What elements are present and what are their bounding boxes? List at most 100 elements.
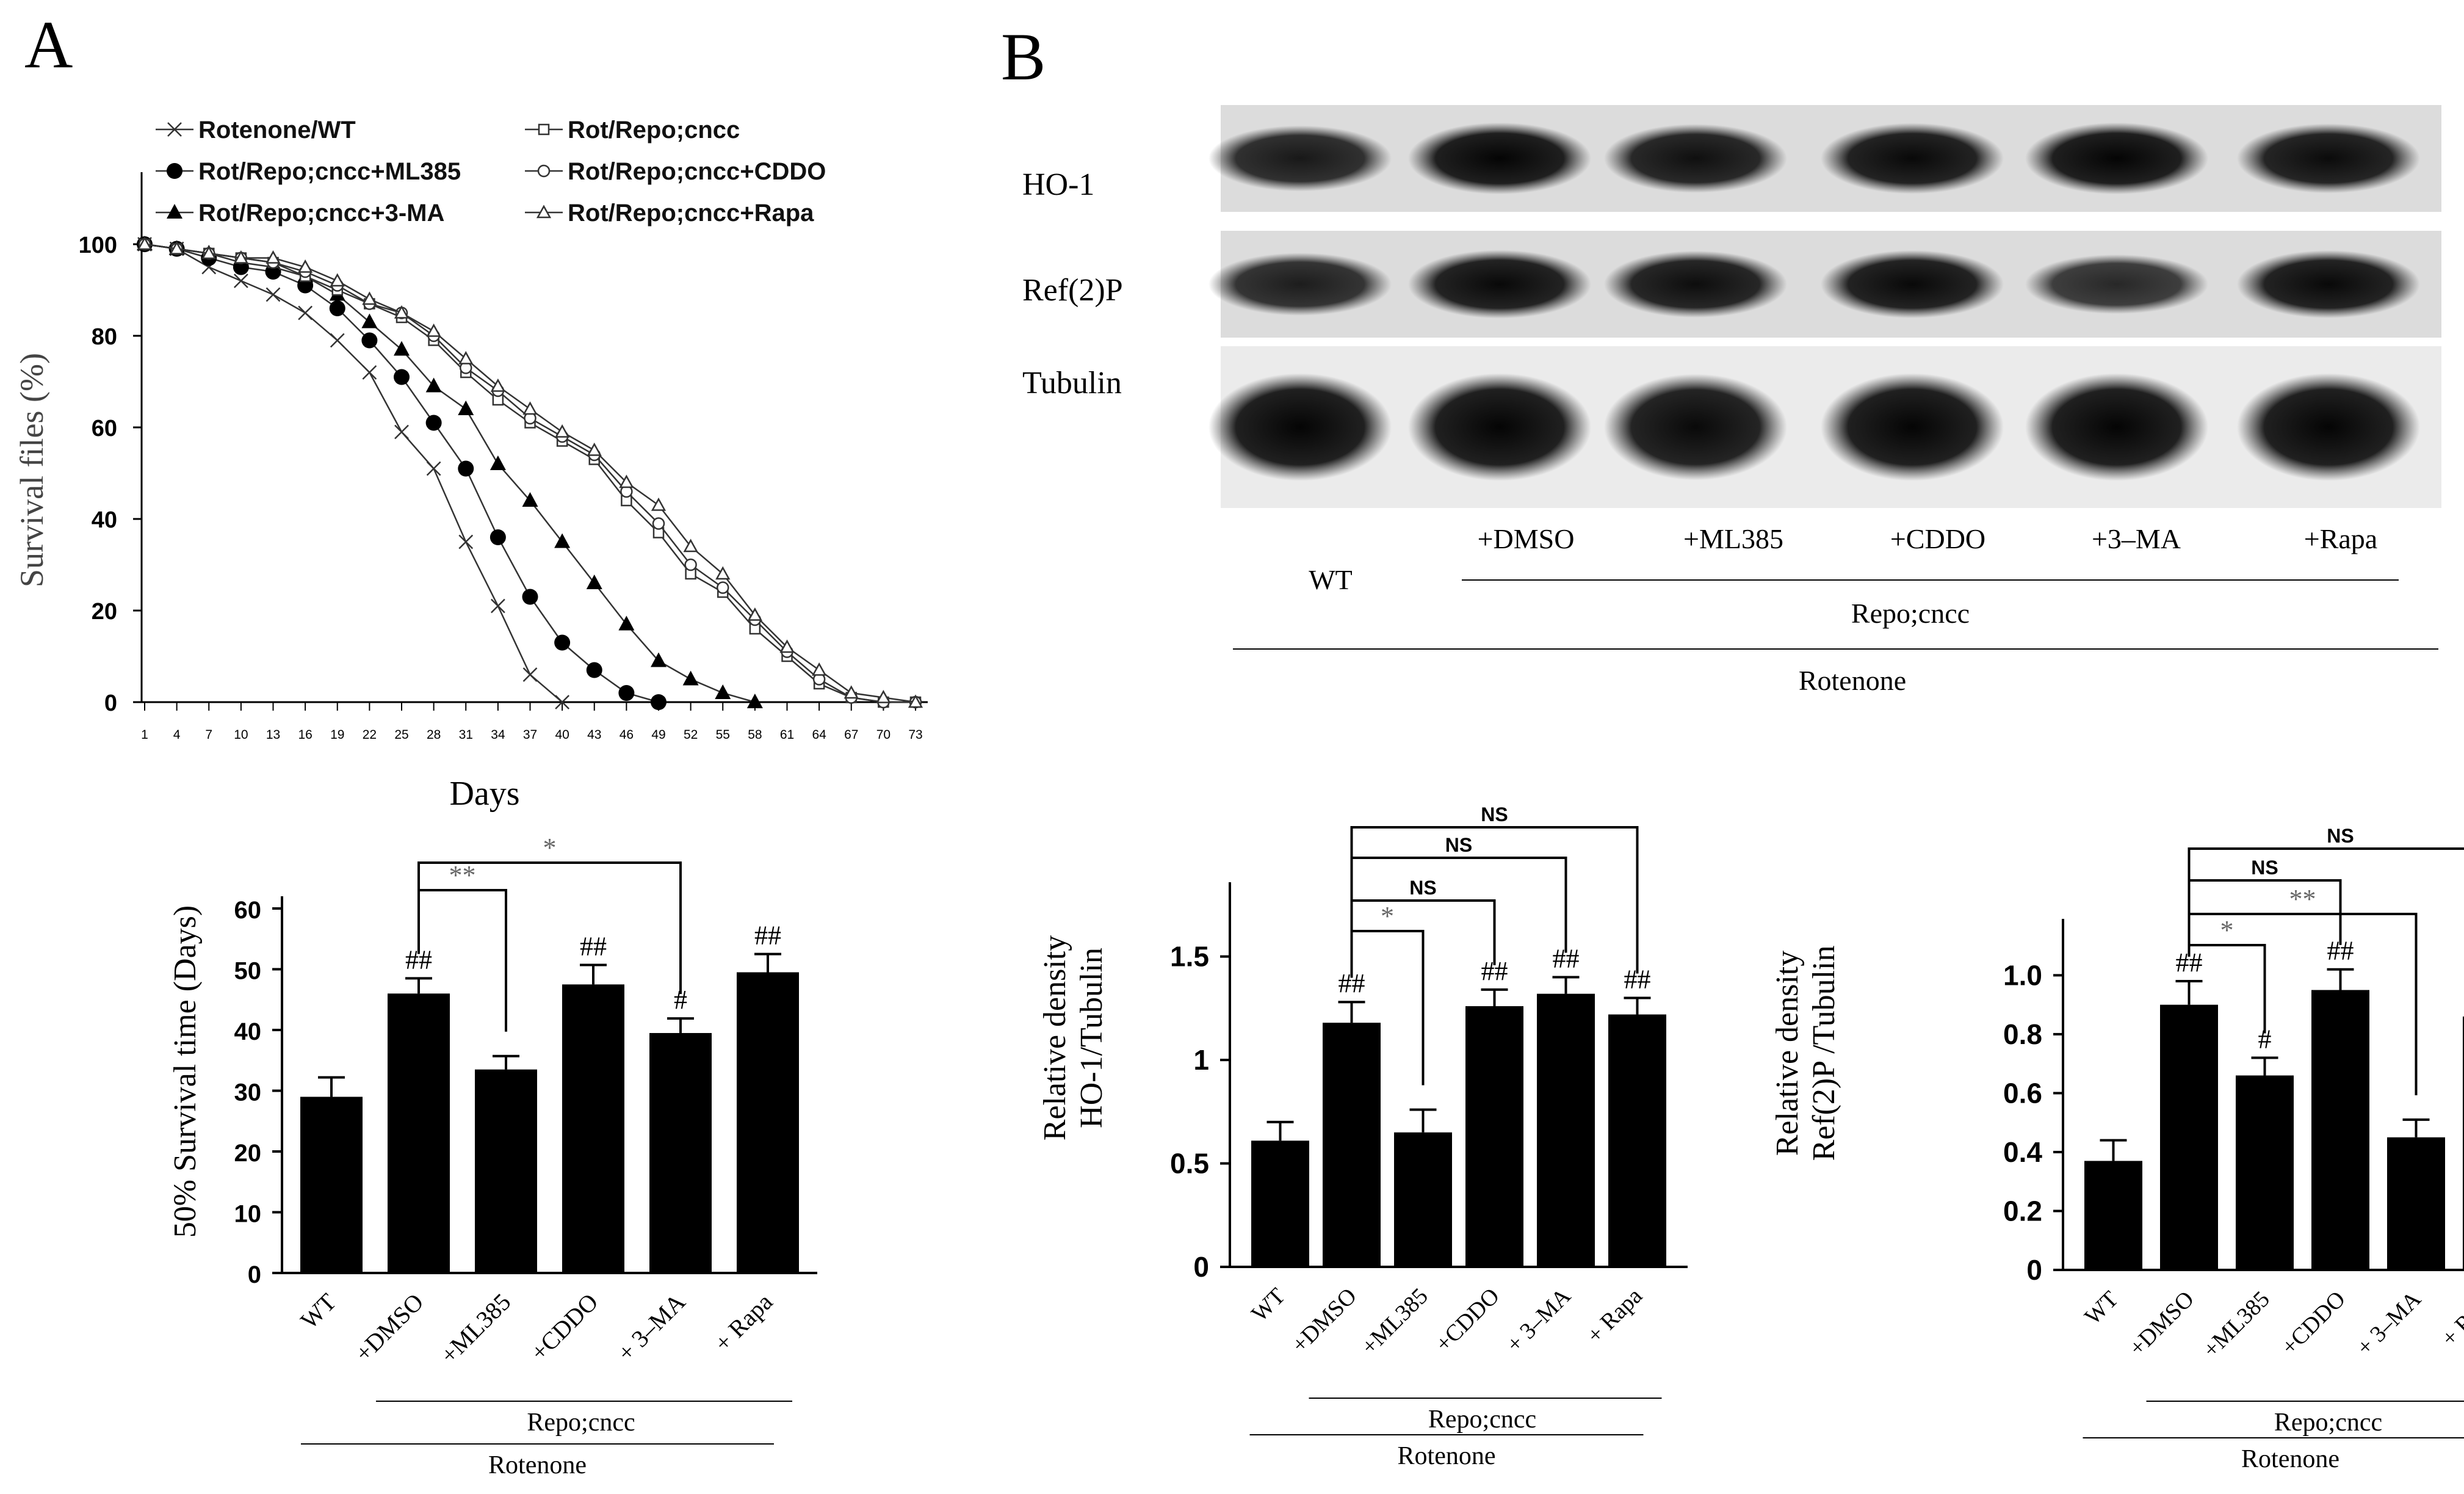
blot-band xyxy=(1604,374,1787,480)
blot-row-tubulin: Tubulin xyxy=(1022,346,2441,508)
line-x-tick-label: 70 xyxy=(876,728,891,742)
legend-label: Rot/Repo;cncc xyxy=(568,117,740,143)
line-point xyxy=(490,529,506,545)
line-point xyxy=(717,581,729,594)
legend-marker xyxy=(536,205,552,219)
bar-rect xyxy=(475,1069,537,1273)
line-point xyxy=(394,424,409,440)
bracket-label: ** xyxy=(449,860,476,890)
line-x-tick-label: 4 xyxy=(173,728,181,742)
line-point xyxy=(651,694,667,710)
line-point xyxy=(298,305,313,321)
bar-y-tick-label: 0.5 xyxy=(1170,1148,1209,1180)
bar-category-label: + 3–MA xyxy=(612,1288,691,1366)
legend-label: Rot/Repo;cncc+CDDO xyxy=(568,158,826,185)
line-point xyxy=(394,341,410,356)
line-x-tick-label: 19 xyxy=(330,728,344,742)
significance-mark: # xyxy=(674,985,687,1015)
bar-rect xyxy=(2160,1004,2218,1270)
survival-time-bar-chart: 0 10 20 30 40 50 60 50% Survival time (Days) WT #… xyxy=(168,833,817,1479)
line-point xyxy=(522,492,538,507)
line-series-rot-repo-cncc-3-ma xyxy=(137,236,763,708)
bar-cddo: ## xyxy=(1465,956,1523,1267)
bar-y-axis-label: 50% Survival time (Days) xyxy=(168,905,203,1238)
bar-category-label: +ML385 xyxy=(1356,1283,1433,1360)
line-series-path xyxy=(144,243,916,703)
bar-rect xyxy=(1251,1140,1309,1267)
line-x-tick-label: 52 xyxy=(684,728,698,742)
bracket-label: NS xyxy=(1445,834,1472,856)
line-series-path xyxy=(144,243,756,703)
blot-band xyxy=(1209,373,1392,481)
bar-cddo: ## xyxy=(2311,936,2369,1270)
bar-dmso: ## xyxy=(1323,968,1381,1267)
line-point xyxy=(651,497,667,511)
bar-rect xyxy=(1323,1023,1381,1267)
bar-category-label: + 3–MA xyxy=(1501,1283,1576,1357)
bar-rect xyxy=(2311,990,2369,1270)
line-y-tick-label: 60 xyxy=(92,416,117,441)
line-point xyxy=(394,369,410,385)
line-chart-legend: Rotenone/WT Rot/Repo;cncc+ML385 Rot/Repo;c… xyxy=(156,117,826,227)
bar-category-label: +CDDO xyxy=(525,1288,603,1366)
line-x-tick-label: 22 xyxy=(363,728,377,742)
line-x-tick-label: 61 xyxy=(780,728,794,742)
blot-band xyxy=(2237,373,2420,481)
bracket-label: ** xyxy=(2289,884,2316,914)
legend-item-rot-repo-cncc-cddo: Rot/Repo;cncc+CDDO xyxy=(525,158,826,185)
bar-rect xyxy=(1465,1006,1523,1267)
significance-mark: ## xyxy=(754,921,781,951)
bar-rect xyxy=(1608,1014,1666,1267)
blot-band xyxy=(1604,124,1787,193)
line-x-tick-label: 10 xyxy=(234,728,248,742)
bar-dmso: ## xyxy=(2160,948,2218,1270)
line-point xyxy=(522,589,538,605)
legend-item-rot-repo-cncc: Rot/Repo;cncc xyxy=(525,117,740,143)
blot-lane-label: +ML385 xyxy=(1683,523,1783,554)
blot-band xyxy=(2237,250,2420,319)
bar-rect xyxy=(737,972,799,1273)
legend-marker xyxy=(167,163,182,179)
bar-cddo: ## xyxy=(562,932,624,1273)
bracket-label: * xyxy=(543,833,557,863)
blot-row-label: HO-1 xyxy=(1022,167,1094,202)
bar-rapa: ## xyxy=(2463,1016,2464,1270)
line-point xyxy=(522,401,538,415)
blot-lane-label: +DMSO xyxy=(1478,523,1575,554)
line-point xyxy=(618,685,635,701)
survival-line-chart: Rotenone/WT Rot/Repo;cncc+ML385 Rot/Repo;c… xyxy=(13,117,928,813)
bar-y-tick-label: 1 xyxy=(1193,1044,1209,1076)
line-point xyxy=(362,291,377,305)
bar-3-ma xyxy=(2387,1118,2445,1270)
bar-category-label: +DMSO xyxy=(1287,1283,1362,1358)
bracket-label: NS xyxy=(2327,825,2354,847)
line-point xyxy=(555,424,570,438)
group-label-inner: Repo;cncc xyxy=(2274,1409,2382,1437)
bar-category-label: +CDDO xyxy=(1431,1283,1505,1357)
bar-ml385 xyxy=(1394,1108,1452,1267)
line-x-tick-label: 67 xyxy=(844,728,858,742)
bracket-line xyxy=(2188,847,2464,957)
line-point xyxy=(908,694,923,708)
bar-wt xyxy=(2084,1139,2142,1270)
line-y-tick-label: 40 xyxy=(92,507,117,533)
blot-lane-label: +Rapa xyxy=(2304,523,2377,554)
blot-band xyxy=(1604,250,1787,318)
line-series-rot-repo-cncc-cddo xyxy=(138,238,922,709)
group-label-inner: Repo;cncc xyxy=(527,1409,635,1437)
bracket-label: NS xyxy=(1481,803,1508,825)
line-y-tick-label: 20 xyxy=(92,599,117,625)
bar-y-tick-label: 0.2 xyxy=(2003,1195,2042,1227)
legend-marker xyxy=(167,122,182,137)
blot-band xyxy=(1821,250,2004,319)
legend-item-rot-repo-cncc-ml385: Rot/Repo;cncc+ML385 xyxy=(156,158,461,185)
bar-y-tick-label: 0 xyxy=(1193,1251,1209,1283)
line-point xyxy=(747,607,762,621)
blot-group-label-outer: Rotenone xyxy=(1799,665,1906,696)
line-point xyxy=(682,670,699,686)
line-point xyxy=(233,274,248,288)
comparison-bracket: NS xyxy=(2188,857,2342,957)
line-point xyxy=(618,615,635,631)
line-x-tick-label: 13 xyxy=(266,728,280,742)
comparison-bracket: NS xyxy=(1350,803,1639,978)
